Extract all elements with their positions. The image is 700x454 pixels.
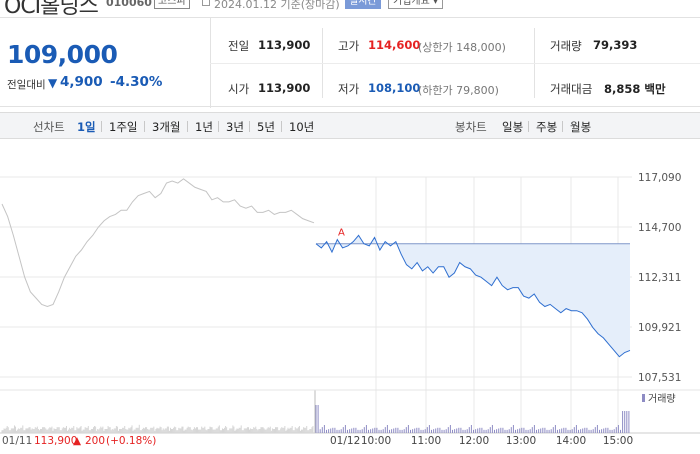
volume-legend-swatch: [642, 394, 645, 402]
tab-period-3y[interactable]: 3년: [226, 120, 244, 134]
low-value: 108,100: [368, 81, 421, 95]
tab-period-1d[interactable]: 1일: [77, 120, 96, 134]
bottom-date: 01/11: [2, 435, 32, 447]
y-tick-label: 114,700: [638, 222, 681, 234]
high-label: 고가: [338, 39, 360, 53]
line-chart-title: 선차트: [33, 120, 65, 134]
tab-candle-weekly[interactable]: 주봉: [536, 120, 558, 134]
tab-separator: [218, 121, 219, 132]
tab-candle-monthly[interactable]: 월봉: [570, 120, 592, 134]
divider: [210, 63, 700, 64]
tab-candle-daily[interactable]: 일봉: [502, 120, 524, 134]
x-tick-label: 13:00: [506, 435, 536, 447]
candle-chart-title: 봉차트: [455, 120, 487, 134]
tab-separator: [101, 121, 102, 132]
price-chart-svg: 117,090 114,700 112,311 109,921 107,531 A 거래량 0…: [0, 140, 700, 450]
x-tick-label: 11:00: [411, 435, 441, 447]
low-label: 저가: [338, 82, 360, 96]
tab-separator: [528, 121, 529, 132]
x-tick-label: 15:00: [603, 435, 633, 447]
amount-value: 8,858 백만: [604, 82, 666, 96]
open-value: 113,900: [258, 81, 311, 95]
x-tick-label: 01/12: [330, 435, 360, 447]
amount-label: 거래대금: [550, 82, 593, 96]
market-badge: 코스피: [154, 0, 190, 9]
tab-separator: [281, 121, 282, 132]
volume-value: 79,393: [593, 38, 638, 52]
current-price: 109,000: [7, 40, 118, 69]
volume-label: 거래량: [550, 39, 582, 53]
realtime-button[interactable]: 실시간: [345, 0, 381, 9]
prev-close-value: 113,900: [258, 38, 311, 52]
y-tick-label: 112,311: [638, 272, 681, 284]
chart-tab-bar: 선차트 1일 1주일 3개월 1년 3년 5년 10년 봉차트 일봉 주봉 월봉: [0, 112, 700, 139]
lower-limit: (하한가 79,800): [418, 84, 499, 97]
company-info-button[interactable]: 기업개요 ▾: [388, 0, 443, 9]
y-tick-label: 107,531: [638, 372, 681, 384]
tab-separator: [187, 121, 188, 132]
tab-period-5y[interactable]: 5년: [257, 120, 275, 134]
change-percent: -4.30%: [110, 74, 163, 90]
y-tick-label: 117,090: [638, 172, 681, 184]
volume-legend-label: 거래량: [648, 393, 676, 405]
x-tick-label: 12:00: [459, 435, 489, 447]
x-tick-label: 14:00: [556, 435, 586, 447]
price-summary: 109,000 전일대비 ▼ 4,900 -4.30% 전일 113,900 고…: [0, 17, 700, 108]
tab-separator: [249, 121, 250, 132]
today-price-line: [315, 234, 631, 358]
high-value: 114,600: [368, 38, 421, 52]
tab-period-10y[interactable]: 10년: [289, 120, 315, 134]
upper-limit: (상한가 148,000): [418, 41, 506, 54]
price-chart[interactable]: 117,090 114,700 112,311 109,921 107,531 A 거래량 0…: [0, 140, 700, 450]
stock-name: OCI홀딩스: [4, 0, 99, 16]
y-tick-label: 109,921: [638, 322, 681, 334]
x-tick-label: 10:00: [361, 435, 391, 447]
bottom-price: 113,900: [34, 435, 77, 447]
prev-day-line: [1, 178, 315, 308]
down-arrow-icon: ▼: [48, 76, 58, 90]
date-text: 2024.01.12 기준(장마감): [214, 0, 340, 11]
bottom-pct: (+0.18%): [106, 435, 156, 447]
prev-close-label: 전일: [228, 39, 250, 53]
tab-period-3m[interactable]: 3개월: [152, 120, 181, 134]
high-marker: A: [338, 227, 345, 238]
stock-code: 010060: [106, 0, 152, 9]
change-label: 전일대비: [7, 79, 46, 91]
tab-separator: [562, 121, 563, 132]
open-label: 시가: [228, 82, 250, 96]
bottom-arrow: ▲: [73, 435, 82, 447]
tab-period-1y[interactable]: 1년: [195, 120, 213, 134]
tab-period-1w[interactable]: 1주일: [109, 120, 138, 134]
bottom-change: 200: [85, 435, 105, 447]
calendar-icon: [202, 0, 210, 6]
stock-header: OCI홀딩스 010060 코스피 2024.01.12 기준(장마감) 실시간…: [0, 0, 700, 16]
tab-separator: [144, 121, 145, 132]
today-area-fill: [316, 235, 630, 357]
change-value: 4,900: [60, 74, 103, 90]
